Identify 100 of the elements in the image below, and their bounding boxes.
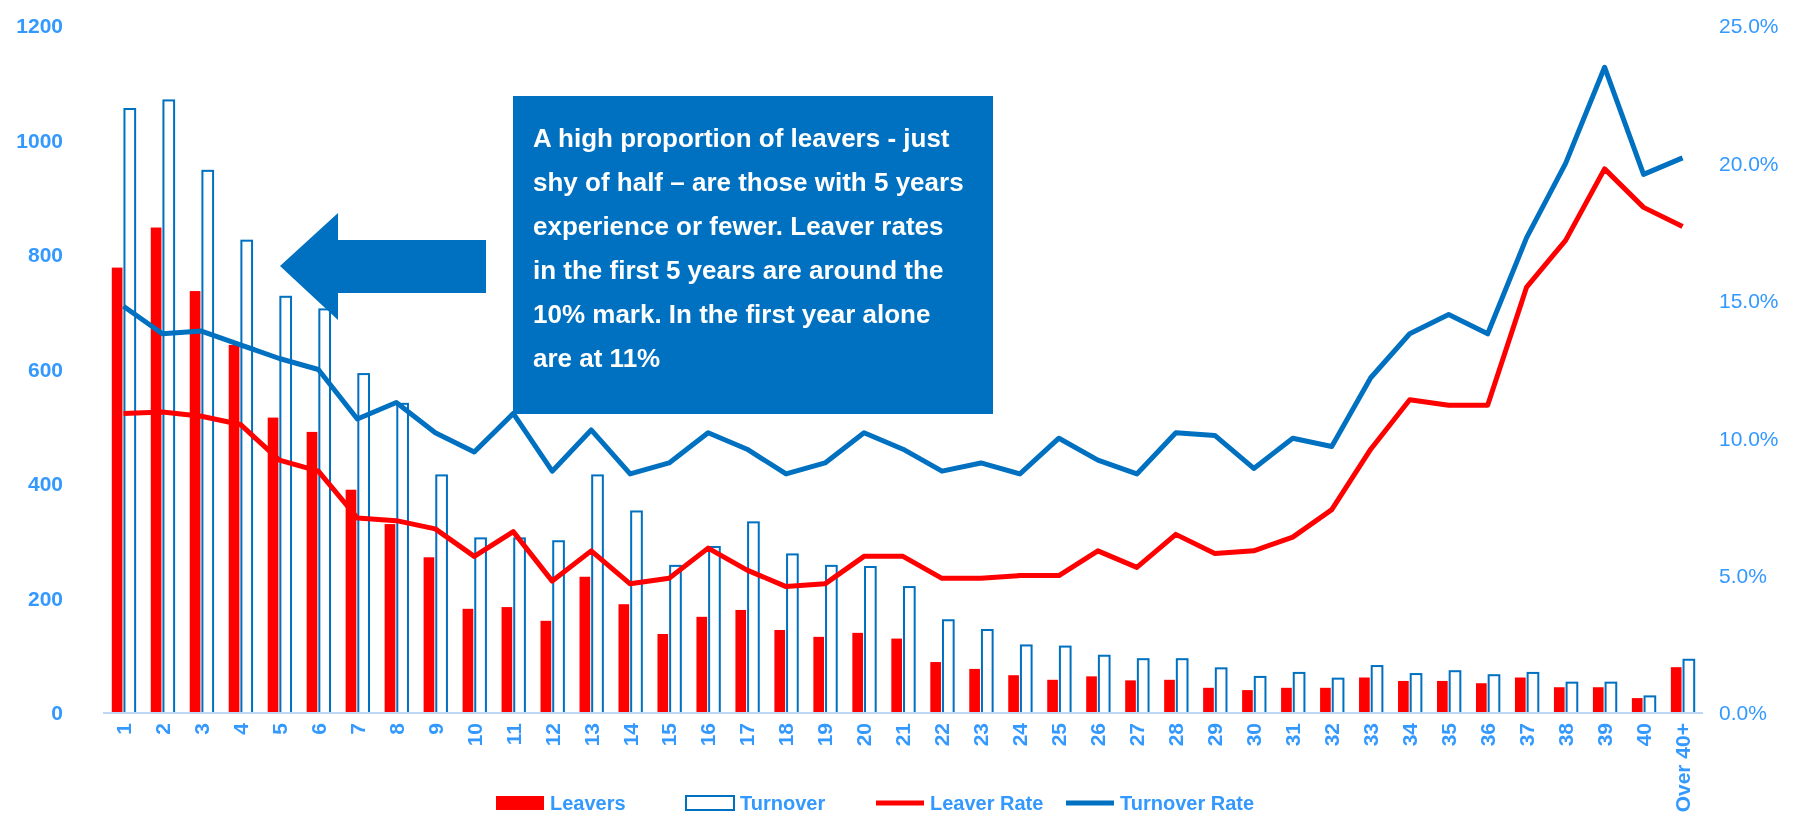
bar [501, 607, 513, 713]
bar [891, 638, 902, 713]
bar [423, 557, 435, 713]
bar [747, 521, 760, 714]
x-tick-label: 2 [150, 723, 174, 735]
bar [1514, 677, 1526, 713]
x-tick-label: 21 [891, 722, 915, 747]
x-tick-label: 1 [111, 722, 135, 735]
bar [1320, 687, 1331, 713]
x-tick-label: 34 [1398, 722, 1422, 747]
y-tick-label: 800 [27, 243, 63, 267]
x-tick-label: 17 [735, 723, 759, 747]
bar [1398, 680, 1409, 713]
bar [1175, 658, 1189, 714]
bar [657, 634, 669, 713]
bar [930, 662, 941, 713]
y2-tick-label: 10.0% [1719, 426, 1779, 450]
bar [1437, 680, 1448, 713]
bar [1253, 675, 1267, 714]
bar [618, 604, 630, 713]
x-tick-label: 4 [228, 722, 252, 735]
x-tick-label: 33 [1359, 723, 1383, 747]
y2-tick-label: 20.0% [1719, 151, 1779, 175]
x-tick-label: 35 [1437, 722, 1461, 747]
x-tick-label: 23 [969, 723, 993, 747]
y-tick-label: 600 [27, 357, 63, 381]
bar [1164, 679, 1175, 713]
x-tick-label: 26 [1086, 723, 1110, 747]
y2-tick-label: 15.0% [1719, 289, 1779, 313]
x-tick-label: 16 [696, 723, 720, 747]
y2-tick-label: 0.0% [1719, 701, 1767, 725]
y-tick-label: 400 [27, 472, 63, 496]
bar [864, 566, 877, 714]
bar [1125, 680, 1136, 713]
bar [1097, 654, 1111, 714]
y-tick-label: 1000 [16, 128, 63, 152]
bar [1475, 683, 1487, 713]
bar [980, 628, 994, 714]
bar [813, 636, 825, 713]
bar [1553, 687, 1565, 713]
y-tick-label: 0 [51, 701, 63, 725]
bar [825, 564, 838, 714]
bar [435, 474, 448, 714]
bar [474, 537, 487, 714]
x-tick-label: 15 [657, 722, 681, 747]
x-tick-label: 7 [345, 723, 369, 735]
x-tick-label: 18 [774, 722, 798, 747]
x-tick-label: 22 [930, 723, 954, 747]
x-tick-label: 14 [618, 722, 642, 747]
bar [774, 629, 786, 713]
bar [1136, 658, 1150, 714]
x-tick-label: 25 [1047, 722, 1071, 747]
legend-label: Turnover [740, 792, 826, 814]
x-tick-label: 30 [1242, 723, 1266, 747]
x-tick-label: 3 [189, 723, 213, 735]
x-tick-label: 10 [462, 723, 486, 747]
x-tick-label: 29 [1203, 723, 1227, 747]
bar [630, 510, 643, 714]
x-tick-label: 24 [1008, 722, 1032, 747]
x-tick-label: 36 [1476, 723, 1499, 747]
bar [513, 537, 526, 714]
bar [1086, 676, 1097, 713]
x-tick-label: 19 [813, 723, 837, 747]
bar [1487, 674, 1501, 714]
bar [852, 632, 864, 713]
x-tick-label: 9 [423, 723, 447, 735]
x-tick-label: Over 40+ [1670, 723, 1694, 813]
bar [1670, 667, 1682, 713]
legend-label: Leaver Rate [930, 792, 1044, 814]
bar [1203, 687, 1214, 713]
bar [1292, 671, 1306, 714]
x-tick-label: 13 [579, 723, 603, 747]
bar [1047, 679, 1058, 713]
bar [1019, 644, 1033, 714]
bar [579, 576, 591, 713]
bar [669, 564, 682, 714]
bar [1448, 670, 1462, 714]
x-tick-label: 5 [267, 722, 291, 735]
x-tick-label: 20 [852, 723, 876, 747]
bar [696, 616, 708, 713]
bar [1214, 667, 1228, 714]
x-tick-label: 32 [1320, 723, 1344, 747]
y-tick-label: 1200 [16, 14, 63, 38]
bar [786, 553, 799, 714]
bar [1631, 698, 1643, 713]
bar [1008, 675, 1019, 713]
x-tick-label: 8 [384, 722, 408, 735]
bar [462, 608, 474, 713]
x-tick-label: 11 [501, 722, 525, 746]
bar [1682, 658, 1696, 714]
bar [1409, 673, 1423, 714]
x-tick-label: 12 [540, 723, 564, 747]
y-tick-label: 200 [27, 586, 63, 610]
x-tick-label: 27 [1125, 723, 1149, 747]
bar [708, 545, 721, 714]
x-tick-label: 31 [1281, 722, 1305, 747]
bar [941, 619, 955, 714]
bar [591, 474, 604, 714]
x-tick-label: 39 [1592, 723, 1616, 747]
bar [969, 668, 980, 713]
